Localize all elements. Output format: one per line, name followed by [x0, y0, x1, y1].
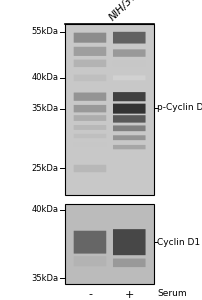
FancyBboxPatch shape [113, 229, 145, 255]
Text: -: - [87, 290, 92, 299]
FancyBboxPatch shape [73, 256, 106, 266]
Bar [65, 204, 154, 284]
Text: 25kDa: 25kDa [32, 164, 59, 173]
Text: NIH/3T3: NIH/3T3 [106, 0, 143, 22]
Text: 40kDa: 40kDa [32, 205, 59, 214]
FancyBboxPatch shape [113, 145, 145, 149]
FancyBboxPatch shape [73, 92, 106, 101]
FancyBboxPatch shape [73, 33, 106, 43]
FancyBboxPatch shape [73, 125, 106, 130]
FancyBboxPatch shape [113, 259, 145, 267]
FancyBboxPatch shape [73, 47, 106, 56]
FancyBboxPatch shape [113, 125, 145, 131]
FancyBboxPatch shape [73, 75, 106, 81]
Text: 35kDa: 35kDa [32, 274, 59, 283]
Text: 40kDa: 40kDa [32, 74, 59, 82]
FancyBboxPatch shape [113, 32, 145, 44]
FancyBboxPatch shape [113, 92, 145, 101]
FancyBboxPatch shape [73, 115, 106, 121]
Text: 35kDa: 35kDa [32, 104, 59, 113]
Text: 55kDa: 55kDa [32, 27, 59, 36]
FancyBboxPatch shape [113, 115, 145, 123]
FancyBboxPatch shape [73, 60, 106, 67]
FancyBboxPatch shape [73, 134, 106, 138]
FancyBboxPatch shape [113, 103, 145, 114]
FancyBboxPatch shape [113, 49, 145, 57]
Bar [65, 24, 154, 195]
FancyBboxPatch shape [73, 165, 106, 172]
FancyBboxPatch shape [113, 135, 145, 140]
FancyBboxPatch shape [73, 231, 106, 254]
Text: Cyclin D1: Cyclin D1 [157, 238, 199, 247]
Text: +: + [124, 290, 133, 299]
FancyBboxPatch shape [113, 75, 145, 80]
FancyBboxPatch shape [113, 61, 145, 66]
Text: Serum: Serum [157, 290, 186, 298]
FancyBboxPatch shape [73, 142, 106, 147]
Text: p-Cyclin D1-T286: p-Cyclin D1-T286 [157, 103, 202, 112]
FancyBboxPatch shape [73, 105, 106, 112]
